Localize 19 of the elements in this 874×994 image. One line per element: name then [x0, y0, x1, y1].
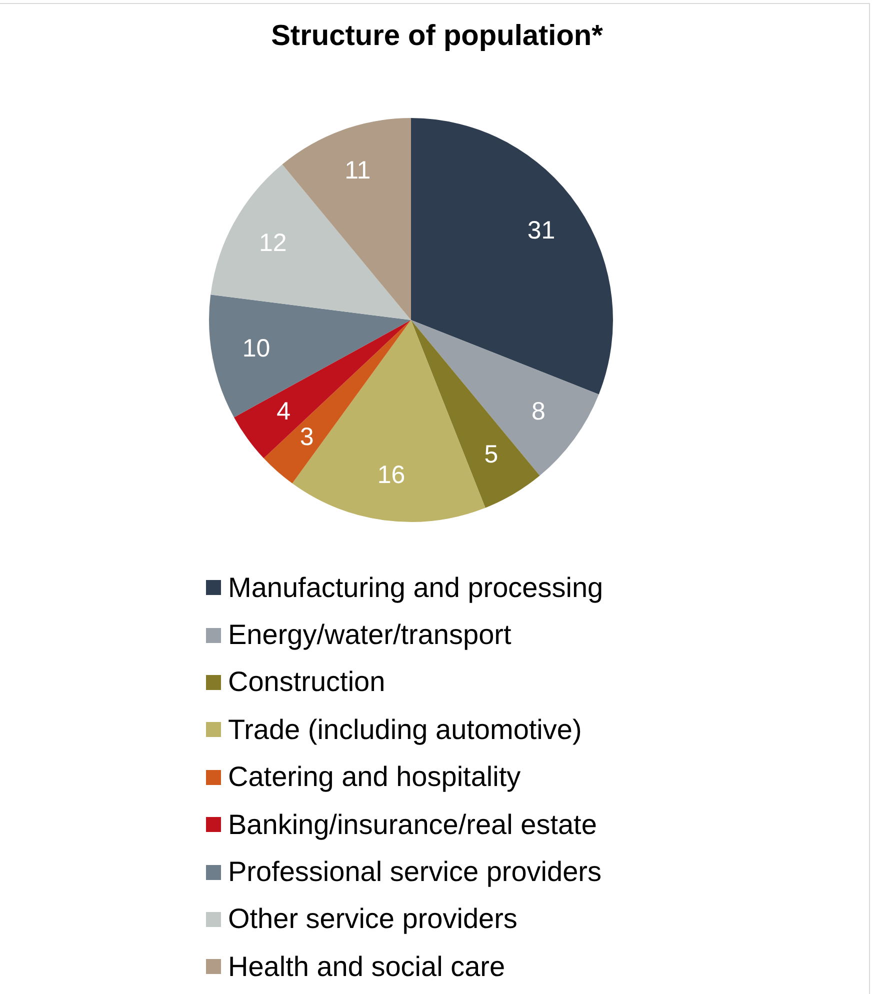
legend-label: Energy/water/transport	[228, 619, 512, 652]
data-label: 11	[344, 156, 371, 185]
data-label: 5	[484, 440, 498, 469]
legend-label: Banking/insurance/real estate	[228, 808, 597, 841]
data-label: 8	[532, 398, 546, 426]
legend-label: Other service providers	[228, 903, 518, 936]
legend-label: Professional service providers	[228, 856, 602, 888]
legend-label: Catering and hospitality	[228, 761, 521, 794]
legend-label: Health and social care	[228, 950, 506, 983]
legend-label: Construction	[228, 666, 386, 698]
legend-label: Manufacturing and processing	[228, 572, 604, 604]
legend-label: Trade (including automotive)	[228, 714, 582, 746]
chart-title: Structure of population*	[270, 20, 604, 53]
data-label: 16	[377, 461, 406, 490]
data-label: 31	[527, 216, 556, 244]
data-label: 3	[300, 423, 314, 452]
data-label: 12	[259, 228, 287, 257]
data-label: 10	[242, 334, 270, 362]
data-label: 4	[276, 398, 291, 426]
